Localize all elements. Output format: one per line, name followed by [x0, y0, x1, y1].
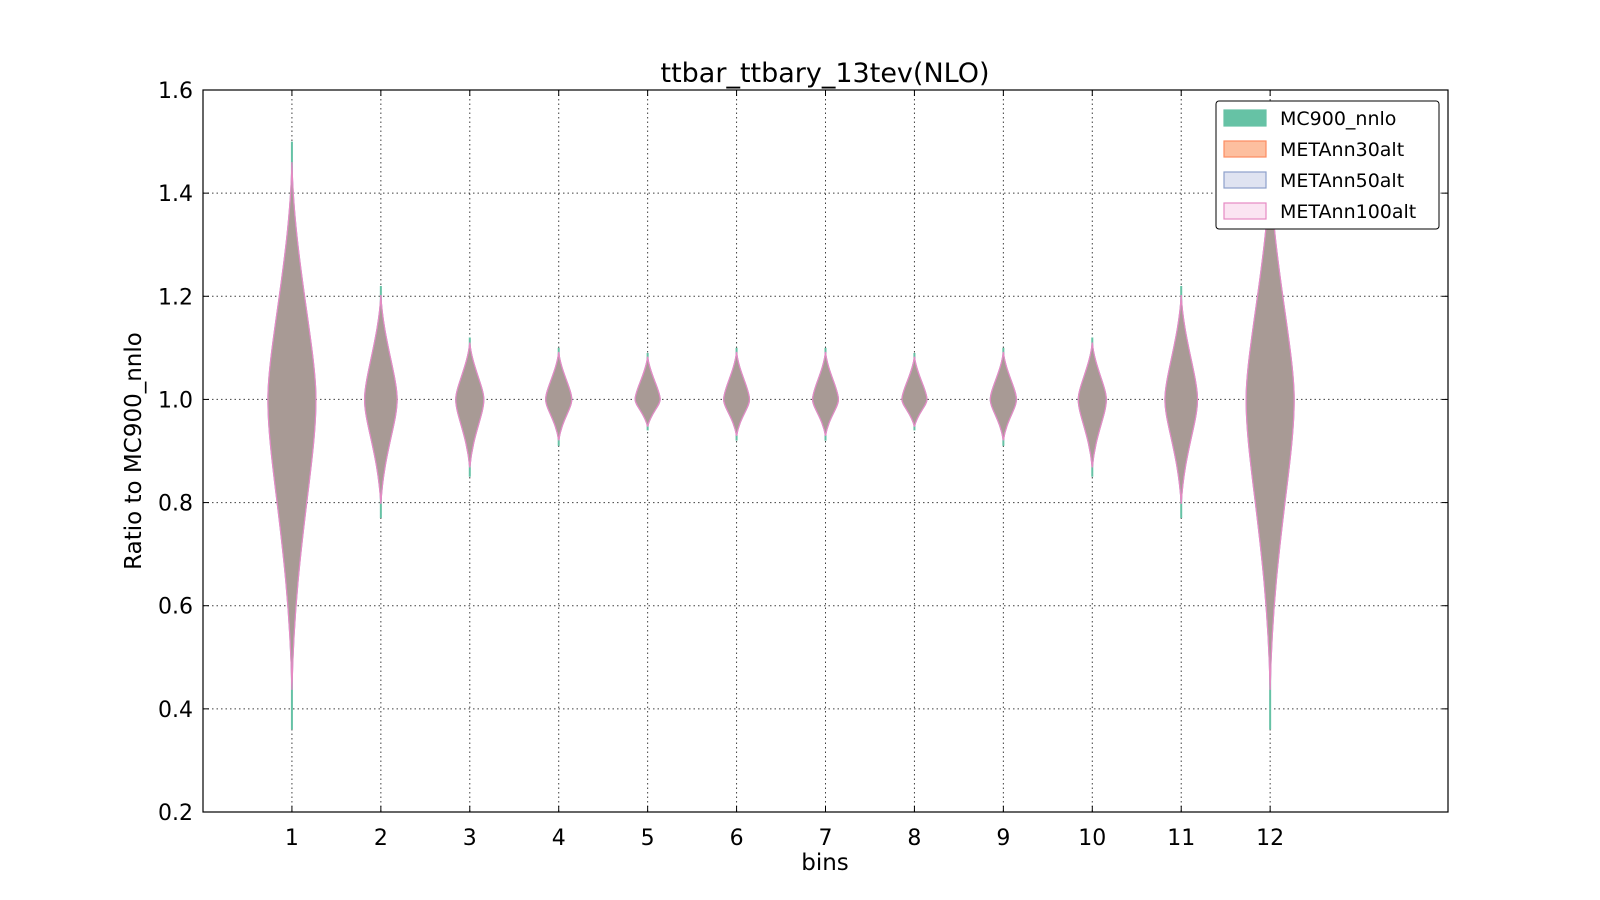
violin-shape — [1245, 162, 1295, 690]
y-tick-label: 1.0 — [158, 388, 193, 413]
legend: MC900_nnlo METAnn30alt METAnn50alt METAnn10… — [1215, 100, 1440, 230]
x-tick-label: 10 — [1078, 826, 1106, 851]
y-tick-label: 0.4 — [158, 698, 193, 723]
violin-shape — [1077, 342, 1107, 468]
x-tick-label: 11 — [1167, 826, 1195, 851]
y-tick-label: 0.6 — [158, 595, 193, 620]
x-tick-label: 3 — [463, 826, 477, 851]
x-axis-label: bins — [801, 850, 849, 876]
y-tick-label: 0.2 — [158, 801, 193, 826]
x-tick-label: 6 — [730, 826, 744, 851]
violin-outline — [1164, 295, 1199, 504]
violin-shape — [989, 351, 1017, 441]
y-axis-label: Ratio to MC900_nnlo — [121, 332, 147, 570]
violin-outline — [363, 295, 398, 504]
violin-shape — [634, 356, 661, 427]
x-tick-label: 9 — [996, 826, 1010, 851]
y-tick-label: 1.2 — [158, 285, 193, 310]
violin-outline — [267, 162, 317, 690]
x-tick-label: 7 — [819, 826, 833, 851]
violin-outline — [901, 356, 928, 427]
violin-outline — [545, 351, 573, 441]
violin-bin-2 — [363, 285, 398, 519]
violin-outline — [634, 356, 661, 427]
tick-layer: 0.20.40.60.81.01.21.41.61 2 3 4 5 6 7 8 9 10 11 12 — [158, 79, 1448, 851]
x-tick-label: 5 — [641, 826, 655, 851]
legend-label: MC900_nnlo — [1280, 108, 1396, 130]
chart-title: ttbar_ttbary_13tev(NLO) — [660, 58, 989, 89]
violin-bin-5 — [634, 353, 661, 431]
legend-label: METAnn100alt — [1280, 201, 1416, 223]
legend-box — [1215, 100, 1440, 230]
violin-shape — [1164, 295, 1199, 504]
legend-swatch — [1223, 140, 1267, 158]
violin-bin-11 — [1164, 285, 1199, 519]
violin-shape — [811, 351, 840, 436]
x-tick-label: 1 — [285, 826, 299, 851]
x-tick-label: 2 — [374, 826, 388, 851]
violin-layer — [267, 141, 1295, 730]
violin-shape — [455, 342, 485, 468]
violin-bin-10 — [1077, 337, 1107, 477]
violin-outline — [1245, 162, 1295, 690]
legend-swatch — [1223, 171, 1267, 189]
violin-outline — [811, 351, 840, 436]
violin-bin-4 — [545, 347, 573, 446]
violin-shape — [901, 356, 928, 427]
violin-bin-12 — [1245, 141, 1295, 730]
violin-bin-1 — [267, 141, 317, 730]
x-tick-label: 8 — [907, 826, 921, 851]
y-tick-label: 1.6 — [158, 79, 193, 104]
legend-label: METAnn50alt — [1280, 170, 1404, 192]
legend-swatch — [1223, 202, 1267, 220]
y-tick-label: 1.4 — [158, 182, 193, 207]
violin-shape — [267, 162, 317, 690]
legend-swatch — [1223, 109, 1267, 127]
violin-outline — [989, 351, 1017, 441]
legend-label: METAnn30alt — [1280, 139, 1404, 161]
violin-outline — [455, 342, 485, 468]
violin-shape — [363, 295, 398, 504]
x-tick-label: 12 — [1256, 826, 1284, 851]
violin-bin-7 — [811, 347, 840, 441]
violin-bin-3 — [455, 337, 485, 477]
violin-shape — [723, 351, 751, 436]
violin-shape — [545, 351, 573, 441]
y-tick-label: 0.8 — [158, 492, 193, 517]
violin-bin-6 — [723, 347, 751, 441]
violin-outline — [1077, 342, 1107, 468]
violin-outline — [723, 351, 751, 436]
violin-bin-9 — [989, 347, 1017, 446]
x-tick-label: 4 — [552, 826, 566, 851]
violin-bin-8 — [901, 353, 928, 431]
